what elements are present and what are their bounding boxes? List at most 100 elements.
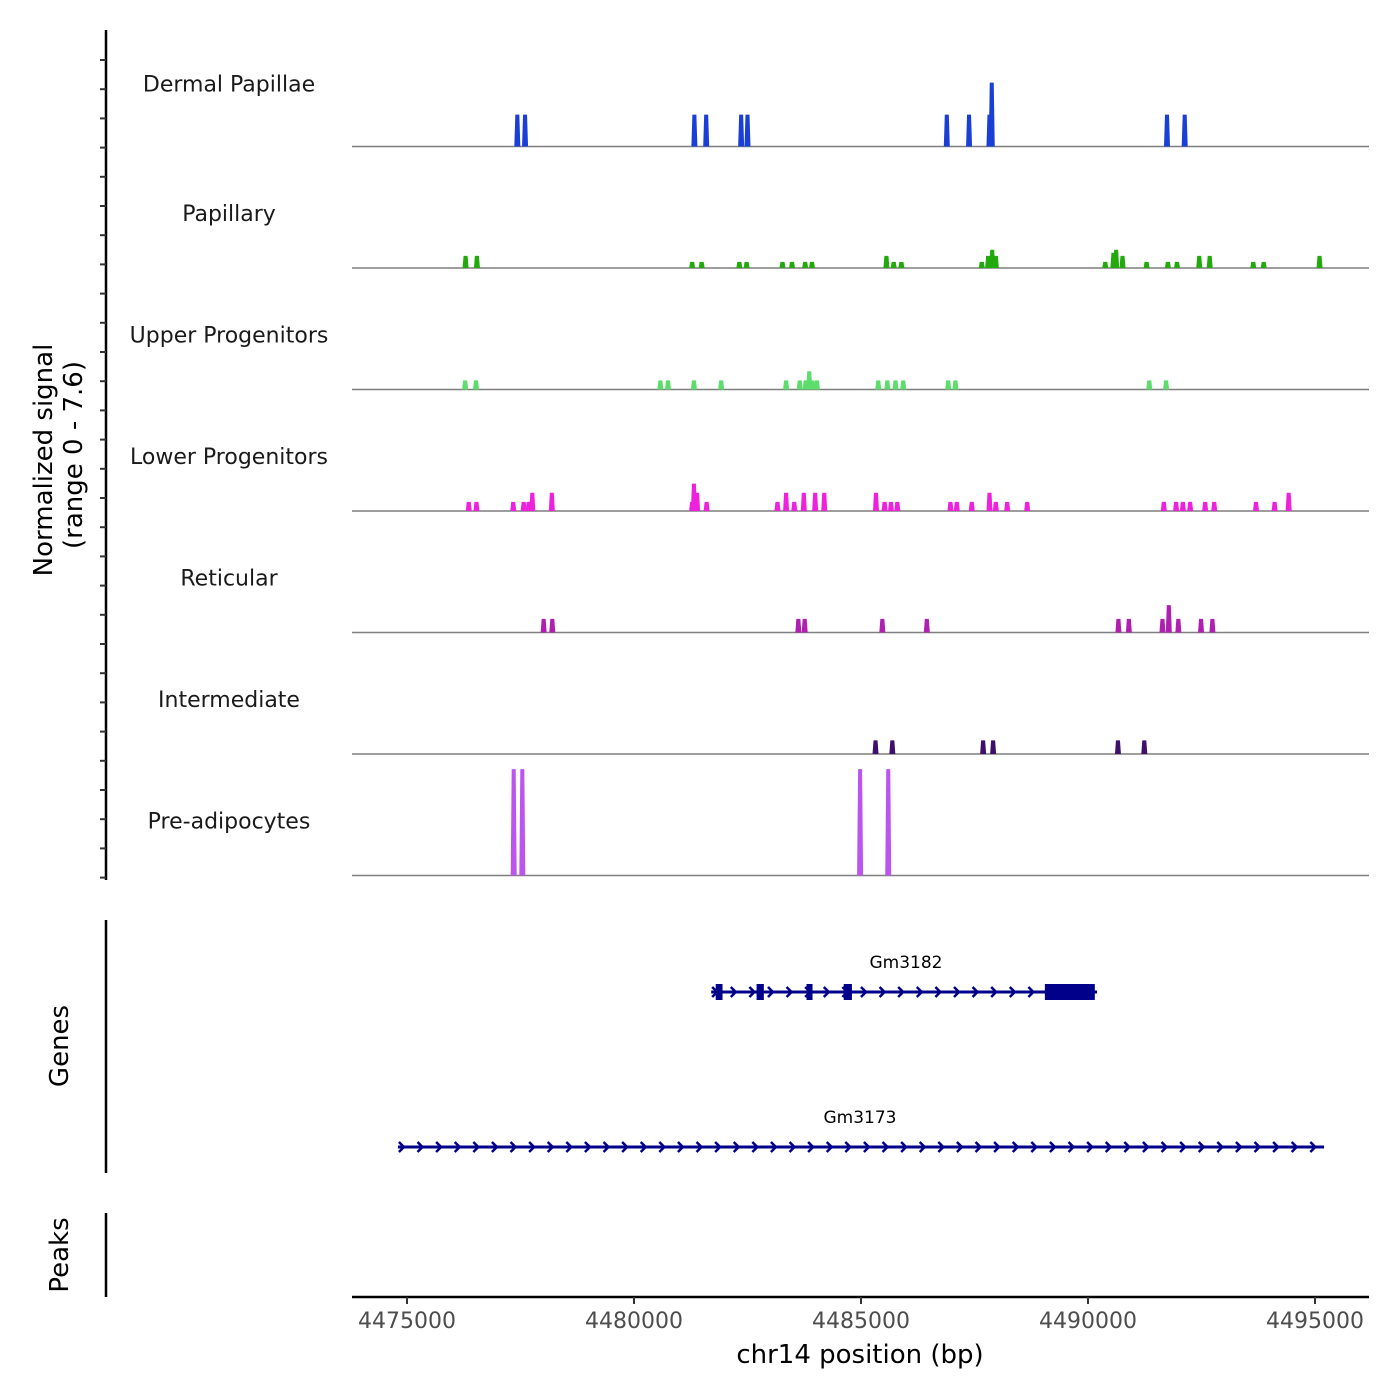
strand-arrow-icon <box>822 986 831 998</box>
signal-peak <box>887 501 894 511</box>
signal-peak <box>1146 380 1153 390</box>
signal-peak <box>1163 380 1170 390</box>
signal-peak <box>802 261 809 268</box>
strand-arrow-icon <box>1142 1141 1150 1153</box>
signal-peak <box>813 380 820 390</box>
gene-label: Gm3182 <box>870 953 943 973</box>
signal-peak <box>1163 114 1170 147</box>
signal-peak <box>1143 261 1150 268</box>
strand-arrow-icon <box>807 1141 815 1153</box>
strand-arrow-icon <box>546 1141 555 1153</box>
signal-peak <box>1173 501 1180 511</box>
strand-arrow-icon <box>788 1141 797 1153</box>
strand-arrow-icon <box>956 1141 964 1153</box>
strand-arrow-icon <box>398 1141 406 1153</box>
x-tick-label: 4495000 <box>1266 1309 1364 1334</box>
strand-arrow-icon <box>416 1141 425 1153</box>
track-pre-adipocytes: Pre-adipocytes <box>148 769 1369 877</box>
strand-arrow-icon <box>658 1141 667 1153</box>
signal-peak <box>783 492 790 511</box>
strand-arrow-icon <box>915 986 924 998</box>
signal-peak <box>690 380 697 390</box>
strand-arrow-icon <box>639 1141 648 1153</box>
strand-arrow-icon <box>990 986 998 998</box>
strand-arrow-icon <box>472 1141 481 1153</box>
signal-peak <box>698 261 705 268</box>
signal-peak <box>966 114 973 147</box>
signal-peak <box>795 618 802 633</box>
signal-peak <box>1159 618 1166 633</box>
strand-arrow-icon <box>993 1141 1001 1153</box>
signal-peak <box>522 114 529 147</box>
strand-arrow-icon <box>881 1141 890 1153</box>
strand-arrow-icon <box>732 1141 741 1153</box>
signal-peak <box>892 380 899 390</box>
signal-peak <box>1119 255 1126 268</box>
signal-peak <box>1285 492 1292 511</box>
signal-peak <box>1271 501 1278 511</box>
signal-peak <box>1260 261 1267 268</box>
strand-arrow-icon <box>934 986 943 998</box>
signal-peak <box>992 255 999 268</box>
track-papillary: Papillary <box>182 202 1369 269</box>
signal-peak <box>890 261 897 268</box>
signal-peak <box>821 492 828 511</box>
strand-arrow-icon <box>1253 1141 1262 1153</box>
signal-peak <box>694 492 701 511</box>
signal-peak <box>986 492 993 511</box>
strand-arrow-icon <box>860 986 868 998</box>
strand-arrow-icon <box>863 1141 871 1153</box>
signal-peak <box>514 114 521 147</box>
signal-peak <box>548 492 555 511</box>
signal-peak <box>718 380 725 390</box>
strand-arrow-icon <box>1008 986 1017 998</box>
signal-peak <box>923 618 930 633</box>
signal-peak <box>519 769 526 876</box>
signal-peak <box>1250 261 1257 268</box>
strand-arrow-icon <box>878 986 887 998</box>
signal-peak <box>1209 618 1216 633</box>
signal-peak <box>1179 501 1186 511</box>
strand-arrow-icon <box>1123 1141 1132 1153</box>
strand-arrow-icon <box>621 1141 629 1153</box>
signal-peak <box>791 501 798 511</box>
signal-peak <box>1113 249 1120 268</box>
signal-peak <box>510 769 517 876</box>
signal-peak <box>510 501 517 511</box>
signal-peak <box>691 114 698 147</box>
signal-peak <box>1173 261 1180 268</box>
strand-arrow-icon <box>1160 1141 1169 1153</box>
x-tick-label: 4475000 <box>358 1309 456 1334</box>
strand-arrow-icon <box>971 986 980 998</box>
signal-peak <box>473 380 480 390</box>
strand-arrow-icon <box>974 1141 983 1153</box>
signal-peak <box>703 114 710 147</box>
signal-peak <box>898 261 905 268</box>
signal-peak <box>1187 501 1194 511</box>
signal-peak <box>1125 618 1132 633</box>
strand-arrow-icon <box>714 1141 722 1153</box>
exon <box>843 984 852 1000</box>
signal-peak <box>894 501 901 511</box>
signal-peak <box>947 501 954 511</box>
peaks-panel-label: Peaks <box>45 1217 75 1292</box>
strand-arrow-icon <box>748 986 757 998</box>
signal-peak <box>689 261 696 268</box>
track-label: Intermediate <box>158 688 300 713</box>
strand-arrow-icon <box>785 986 794 998</box>
signal-peak <box>520 501 527 511</box>
signal-peak <box>872 492 879 511</box>
signal-peak <box>665 380 672 390</box>
strand-arrow-icon <box>695 1141 704 1153</box>
strand-arrow-icon <box>937 1141 946 1153</box>
strand-arrow-icon <box>1309 1141 1318 1153</box>
signal-peak <box>774 501 781 511</box>
signal-peak <box>809 380 816 390</box>
signal-peak <box>875 380 882 390</box>
signal-peak <box>883 255 890 268</box>
signal-peak <box>783 380 790 390</box>
strand-arrow-icon <box>897 986 905 998</box>
strand-arrow-icon <box>825 1141 834 1153</box>
strand-arrow-icon <box>767 986 775 998</box>
